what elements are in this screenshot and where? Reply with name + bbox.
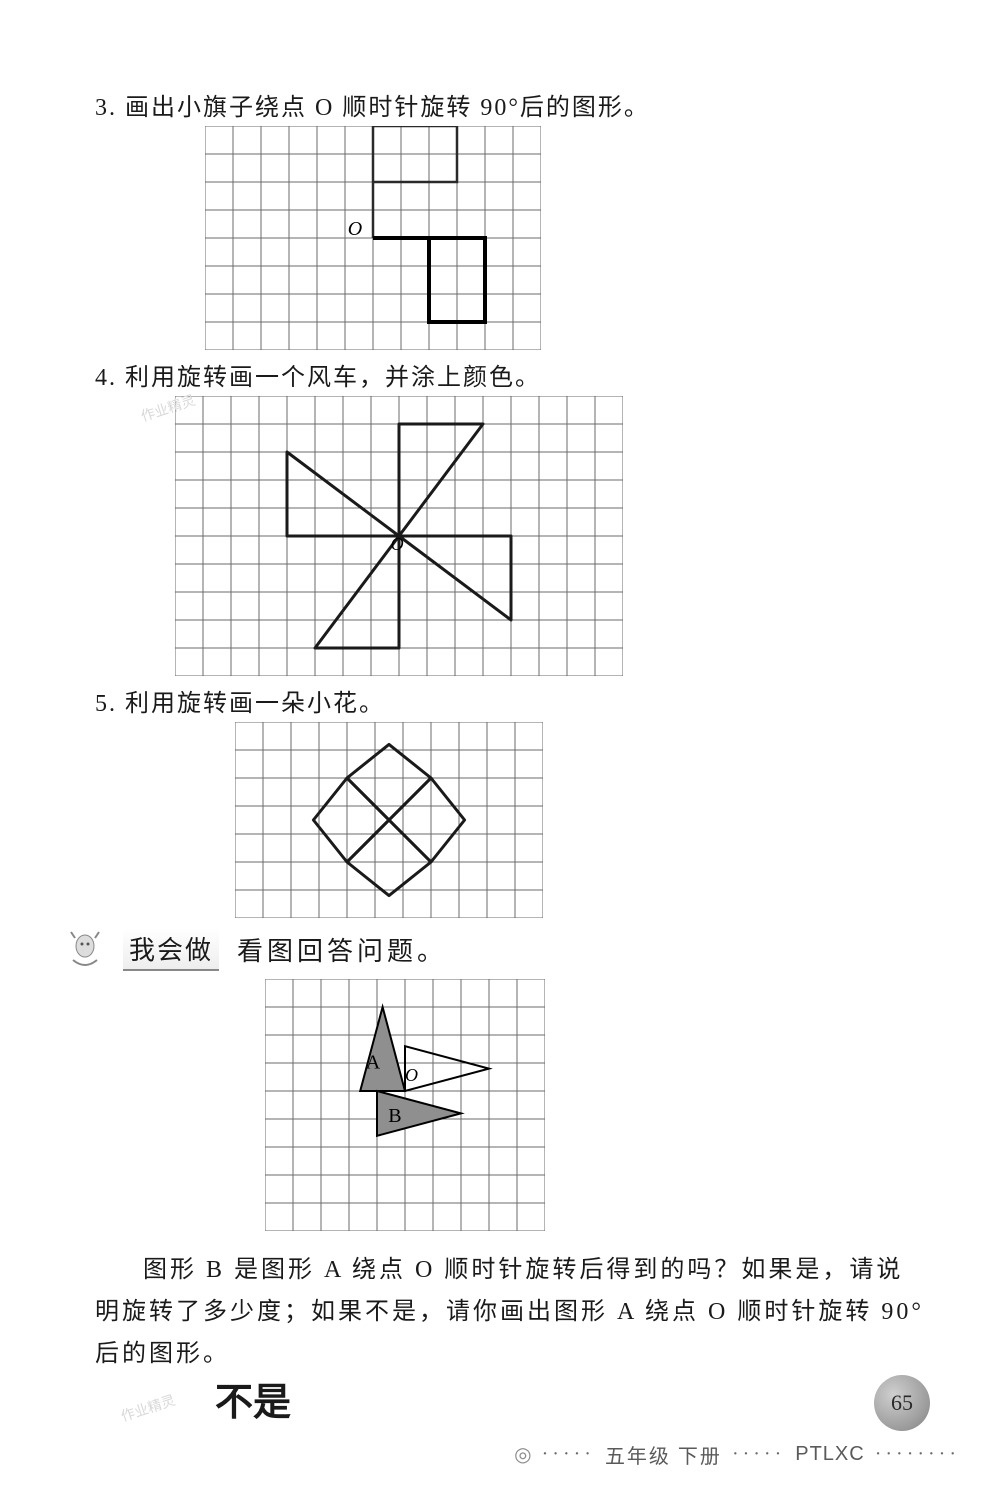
problem-3-text: 3. 画出小旗子绕点 O 顺时针旋转 90°后的图形。 [95, 90, 930, 126]
question-text: 图形 B 是图形 A 绕点 O 顺时针旋转后得到的吗？如果是，请说明旋转了多少度… [95, 1249, 930, 1375]
problem-5-num: 5. [95, 691, 117, 717]
figure-6: A BO [95, 979, 930, 1231]
page-number-container: 65 [874, 1375, 930, 1431]
footer-code: PTLXC [795, 1443, 864, 1466]
figure-4: O [95, 396, 930, 676]
footer-dots-2: ····· [732, 1443, 785, 1466]
problem-4-text: 4. 利用旋转画一个风车，并涂上颜色。 [95, 360, 930, 396]
section-header: 我会做 看图回答问题。 [65, 928, 930, 971]
section-subtitle: 看图回答问题。 [237, 931, 447, 968]
page-number: 65 [874, 1375, 930, 1431]
problem-4-num: 4. [95, 365, 117, 391]
grid-3: O [205, 126, 541, 350]
footer-bullet: ◎ [514, 1442, 531, 1467]
handwritten-answer: 不是 [215, 1371, 930, 1426]
problem-5: 5. 利用旋转画一朵小花。 [95, 686, 930, 918]
watermark-2: 作业精灵 [118, 1390, 177, 1426]
mascot-icon [65, 930, 105, 970]
grid-5 [235, 722, 543, 918]
problem-3: 3. 画出小旗子绕点 O 顺时针旋转 90°后的图形。 O [95, 90, 930, 350]
svg-text:B: B [388, 1105, 401, 1127]
problem-3-body: 画出小旗子绕点 O 顺时针旋转 90°后的图形。 [125, 95, 650, 121]
footer-dots-1: ····· [542, 1443, 595, 1466]
grid-4: O [175, 396, 623, 676]
svg-text:O: O [348, 218, 362, 240]
problem-5-body: 利用旋转画一朵小花。 [125, 691, 385, 717]
problem-4: 4. 利用旋转画一个风车，并涂上颜色。 O [95, 360, 930, 676]
problem-5-text: 5. 利用旋转画一朵小花。 [95, 686, 930, 722]
figure-5 [95, 722, 930, 918]
grid-6: A BO [265, 979, 545, 1231]
svg-text:A: A [366, 1052, 381, 1074]
footer-grade: 五年级 下册 [605, 1440, 722, 1469]
svg-text:O: O [405, 1065, 418, 1085]
footer: ◎ ····· 五年级 下册 ····· PTLXC ········ [514, 1440, 960, 1469]
figure-3: O [95, 126, 930, 350]
section-label: 我会做 [123, 928, 219, 971]
problem-4-body: 利用旋转画一个风车，并涂上颜色。 [125, 365, 541, 391]
svg-text:O: O [391, 534, 404, 554]
problem-3-num: 3. [95, 95, 117, 121]
footer-dots-3: ········ [875, 1443, 960, 1466]
